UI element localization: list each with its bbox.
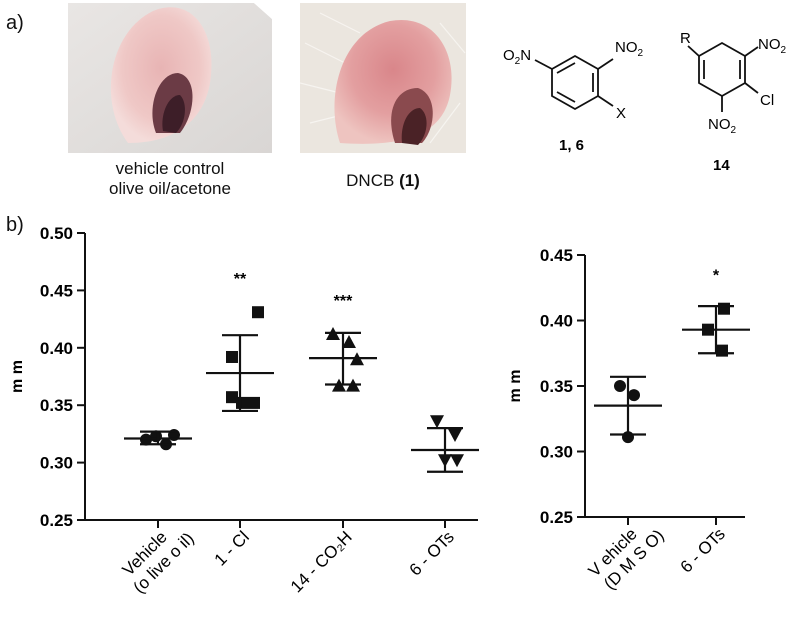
struct1-o2n: O2N: [503, 47, 531, 67]
struct14-label: 14: [713, 157, 730, 174]
y-tick-label: 0.30: [40, 454, 73, 473]
dncb-ear-photo: [300, 3, 466, 153]
struct14-no2-bottom: NO2: [708, 116, 737, 136]
vehicle-ear-photo: [68, 3, 272, 153]
vehicle-caption-line2: olive oil/acetone: [109, 179, 231, 198]
vehicle-caption-line1: vehicle control: [115, 159, 225, 178]
data-point: [252, 306, 264, 319]
y-tick-label: 0.50: [40, 224, 73, 243]
x-tick-label: 14 - CO₂H: [287, 527, 356, 596]
y-tick-label: 0.25: [40, 511, 73, 530]
right-chart: 0.25 0.30 0.35 0.40 0.45 m m V ehicle(D M S O)…: [507, 246, 750, 595]
data-point: [430, 415, 444, 429]
data-point: [628, 389, 640, 402]
x-tick-label: 1 - Cl: [211, 527, 253, 569]
y-tick-label: 0.35: [40, 396, 73, 415]
data-point: [248, 396, 260, 409]
vehicle-caption: vehicle control olive oil/acetone: [60, 159, 280, 199]
significance-label: **: [234, 271, 247, 288]
struct1-label: 1, 6: [559, 137, 584, 154]
panel-b-label: b): [6, 214, 24, 236]
data-point: [716, 344, 728, 357]
panel-a-label: a): [6, 12, 24, 34]
y-tick-label: 0.35: [540, 377, 573, 396]
y-tick-label: 0.45: [40, 281, 73, 300]
data-point: [226, 350, 238, 363]
struct1-x: X: [616, 105, 626, 122]
data-point: [448, 429, 462, 443]
x-tick-label: 6 - OTs: [406, 527, 458, 579]
x-tick-label: V ehicle(D M S O): [585, 512, 668, 595]
data-point: [236, 396, 248, 409]
left-chart: 0.25 0.30 0.35 0.40 0.45 0.50 m m Vehicle(o liv…: [9, 224, 479, 597]
y-tick-label: 0.30: [540, 443, 573, 462]
data-point: [140, 433, 152, 446]
y-tick-label: 0.45: [540, 246, 573, 265]
data-point: [226, 391, 238, 404]
y-tick-label: 0.40: [40, 339, 73, 358]
x-tick-label: 6 - OTs: [677, 524, 729, 576]
data-point: [718, 302, 730, 315]
struct1-no2: NO2: [615, 39, 644, 59]
dncb-caption-text: DNCB: [346, 171, 400, 190]
y-tick-label: 0.40: [540, 312, 573, 331]
y-axis-title: m m: [507, 370, 524, 403]
data-point: [450, 454, 464, 468]
dncb-caption-number: (1): [399, 171, 420, 190]
struct14-no2-top: NO2: [758, 36, 787, 56]
y-tick-label: 0.25: [540, 508, 573, 527]
structure-14: R NO2 Cl NO2 14: [680, 30, 787, 174]
x-tick-label: Vehicle(o live o il): [115, 515, 197, 597]
significance-label: *: [713, 268, 720, 285]
data-point: [342, 335, 356, 349]
structure-1-6: O2N NO2 X 1, 6: [503, 39, 644, 154]
significance-label: ***: [334, 293, 353, 310]
y-axis-title: m m: [9, 360, 26, 393]
struct14-cl: Cl: [760, 92, 774, 109]
data-point: [614, 380, 626, 392]
struct14-r: R: [680, 30, 691, 47]
dncb-caption: DNCB (1): [300, 171, 466, 191]
